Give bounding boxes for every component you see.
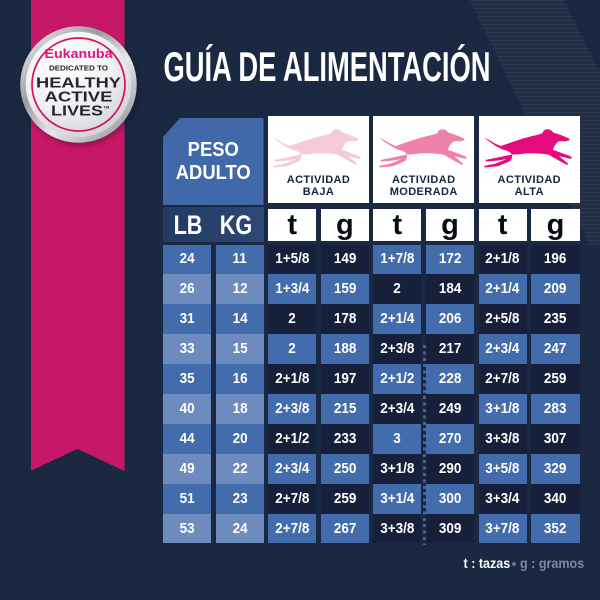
svg-text:TM: TM	[104, 105, 110, 110]
svg-text:GUÍA DE ALIMENTACIÓN: GUÍA DE ALIMENTACIÓN	[164, 42, 491, 90]
svg-text:Eukanuba: Eukanuba	[45, 46, 114, 61]
svg-text:HEALTHY: HEALTHY	[36, 76, 121, 92]
svg-text:LIVES: LIVES	[51, 104, 103, 120]
svg-text:DEDICATED TO: DEDICATED TO	[49, 64, 108, 73]
svg-text:ACTIVE: ACTIVE	[45, 90, 113, 106]
